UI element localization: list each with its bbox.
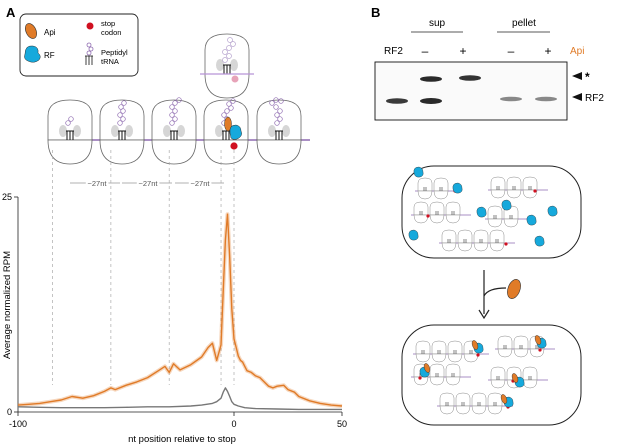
free-rf-7 bbox=[408, 229, 419, 241]
polysome-1 bbox=[415, 177, 459, 200]
peptidyl-trna-icon bbox=[85, 42, 94, 65]
band-rf2-arrow bbox=[572, 93, 582, 101]
ribosome-1 bbox=[47, 99, 93, 165]
legend-box: Api RF stop codon Peptidyl tRNA bbox=[19, 13, 139, 77]
stop-codon-icon bbox=[86, 22, 94, 30]
panel-label-a: A bbox=[6, 5, 16, 20]
gel-lane-3: – bbox=[508, 44, 515, 58]
polysome-4 bbox=[485, 205, 529, 228]
free-rf-6 bbox=[547, 205, 558, 217]
gel-rf2-label: RF2 bbox=[384, 46, 403, 57]
polysome-10 bbox=[437, 392, 513, 415]
x-tick-label-3: 50 bbox=[337, 419, 347, 429]
trapped-api-4 bbox=[511, 373, 519, 383]
series-line-2 bbox=[17, 387, 342, 411]
rf-icon bbox=[24, 45, 41, 63]
free-rf-3 bbox=[476, 206, 487, 218]
stop-codon-dot bbox=[418, 376, 422, 380]
legend-stop-line1: stop bbox=[101, 19, 115, 28]
free-rf-4 bbox=[526, 214, 537, 226]
released-ribosome bbox=[204, 33, 250, 99]
legend-trna-line1: Peptidyl bbox=[101, 48, 128, 57]
trapped-api-5 bbox=[500, 394, 508, 404]
band-star-arrow bbox=[572, 72, 582, 80]
api-molecule-icon bbox=[507, 279, 521, 299]
cartoon-before-contents bbox=[408, 166, 558, 252]
gel-lane-2: + bbox=[459, 44, 466, 58]
x-axis-label: nt position relative to stop bbox=[128, 434, 236, 445]
free-rf-1 bbox=[452, 182, 463, 194]
legend-api-label: Api bbox=[44, 28, 56, 37]
nascent-chains bbox=[65, 97, 284, 126]
gel-image bbox=[374, 61, 568, 121]
gel-lane-1: – bbox=[422, 44, 429, 58]
free-rf-8 bbox=[534, 235, 545, 247]
gel-api-label: Api bbox=[570, 46, 584, 57]
y-tick-label-2: 25 bbox=[2, 192, 12, 202]
polysome-6 bbox=[413, 340, 489, 363]
series-band-1 bbox=[17, 212, 343, 408]
gel-panel: sup pellet RF2 – + – + Api * RF2 bbox=[374, 18, 604, 121]
y-axis-label: Average normalized RPM bbox=[2, 251, 13, 359]
y-tick-label-1: 0 bbox=[7, 407, 12, 417]
gel-group-sup: sup bbox=[429, 18, 446, 29]
gel-group-pellet: pellet bbox=[512, 18, 536, 29]
api-on-ribosome bbox=[224, 116, 232, 132]
stop-codon-dot bbox=[426, 214, 430, 218]
stop-codon-dot bbox=[533, 189, 537, 193]
x-tick-label-2: 0 bbox=[231, 419, 236, 429]
stop-codon-dot bbox=[476, 353, 480, 357]
gel-lane-4: + bbox=[544, 44, 551, 58]
cartoon-after-contents bbox=[411, 335, 555, 415]
spacing-label-2: ~27nt bbox=[139, 179, 159, 188]
ribosome-3 bbox=[151, 99, 197, 165]
rf-on-ribosome bbox=[229, 124, 242, 140]
trapped-api-3 bbox=[423, 363, 431, 373]
legend-stop-line2: codon bbox=[101, 28, 121, 37]
ribosome-profile-chart: -100 0 50 0 25 Average normalized RPM nt pos… bbox=[2, 150, 347, 445]
free-rf-5 bbox=[501, 199, 512, 211]
spacing-label-3: ~27nt bbox=[191, 179, 211, 188]
api-addition-arrow bbox=[483, 270, 507, 314]
legend-trna-line2: tRNA bbox=[101, 57, 119, 66]
panel-label-b: B bbox=[371, 5, 380, 20]
polysome-2 bbox=[488, 176, 548, 199]
band-rf2-label: RF2 bbox=[585, 93, 604, 104]
stop-codon-dot bbox=[538, 348, 542, 352]
band-star-label: * bbox=[585, 70, 590, 84]
api-icon bbox=[25, 23, 37, 39]
polysome-7 bbox=[495, 335, 555, 358]
ribosome-2 bbox=[99, 99, 145, 165]
series-line-1 bbox=[17, 213, 343, 407]
trapped-api-1 bbox=[471, 340, 479, 350]
ribosome-5 bbox=[256, 99, 302, 165]
polysome-3 bbox=[411, 201, 471, 224]
free-rf-2 bbox=[413, 166, 424, 178]
polysome-5 bbox=[439, 229, 515, 252]
spacing-label-1: ~27nt bbox=[88, 179, 108, 188]
x-tick-label-1: -100 bbox=[9, 419, 27, 429]
trapped-api-2 bbox=[534, 335, 542, 345]
legend-rf-label: RF bbox=[44, 51, 55, 60]
stop-codon-on-mrna bbox=[230, 142, 238, 150]
stop-codon-dot bbox=[504, 242, 508, 246]
